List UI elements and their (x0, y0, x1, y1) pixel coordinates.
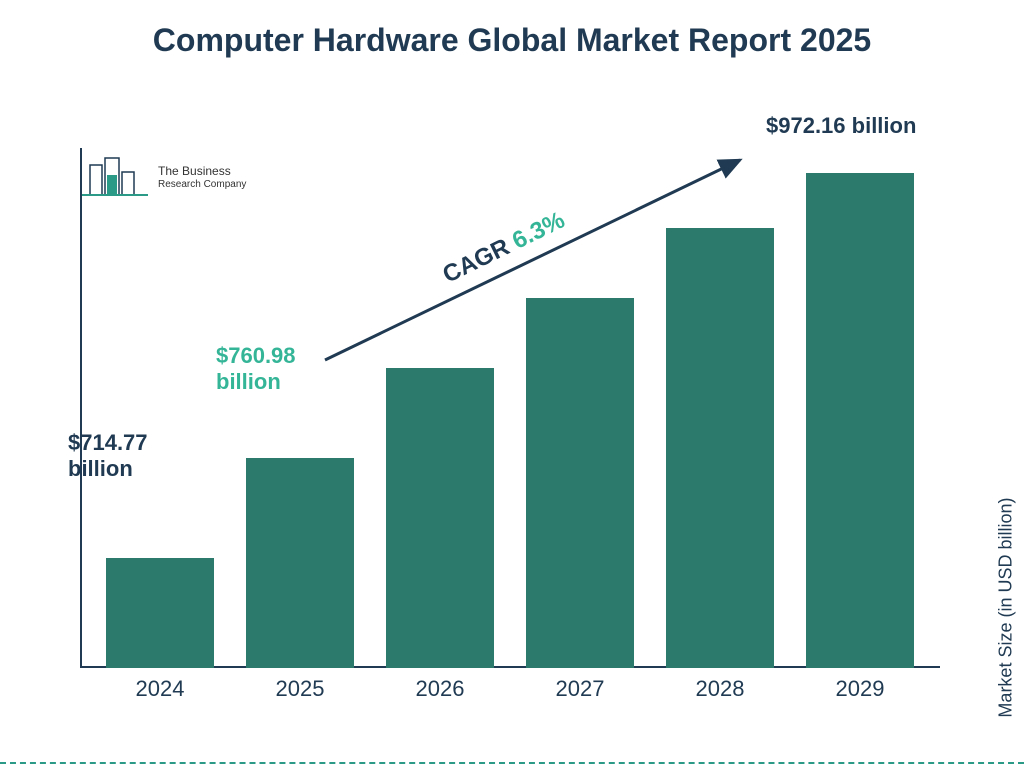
footer-divider (0, 762, 1024, 764)
bars-container (80, 148, 940, 668)
x-axis-labels: 2024 2025 2026 2027 2028 2029 (80, 668, 940, 708)
bar-2028 (666, 228, 774, 668)
bar-2029 (806, 173, 914, 668)
chart-title: Computer Hardware Global Market Report 2… (0, 20, 1024, 60)
bar-chart: 2024 2025 2026 2027 2028 2029 (80, 148, 940, 708)
bar-2027 (526, 298, 634, 668)
value-label-2024: $714.77 billion (68, 430, 208, 483)
bar-2026 (386, 368, 494, 668)
bar-2024 (106, 558, 214, 668)
x-label: 2027 (526, 668, 634, 708)
x-label: 2028 (666, 668, 774, 708)
bar-2025 (246, 458, 354, 668)
y-axis-title: Market Size (in USD billion) (996, 498, 1017, 718)
value-label-2025: $760.98 billion (216, 343, 356, 396)
x-label: 2029 (806, 668, 914, 708)
value-label-2029: $972.16 billion (766, 113, 966, 139)
x-label: 2024 (106, 668, 214, 708)
x-label: 2026 (386, 668, 494, 708)
x-label: 2025 (246, 668, 354, 708)
